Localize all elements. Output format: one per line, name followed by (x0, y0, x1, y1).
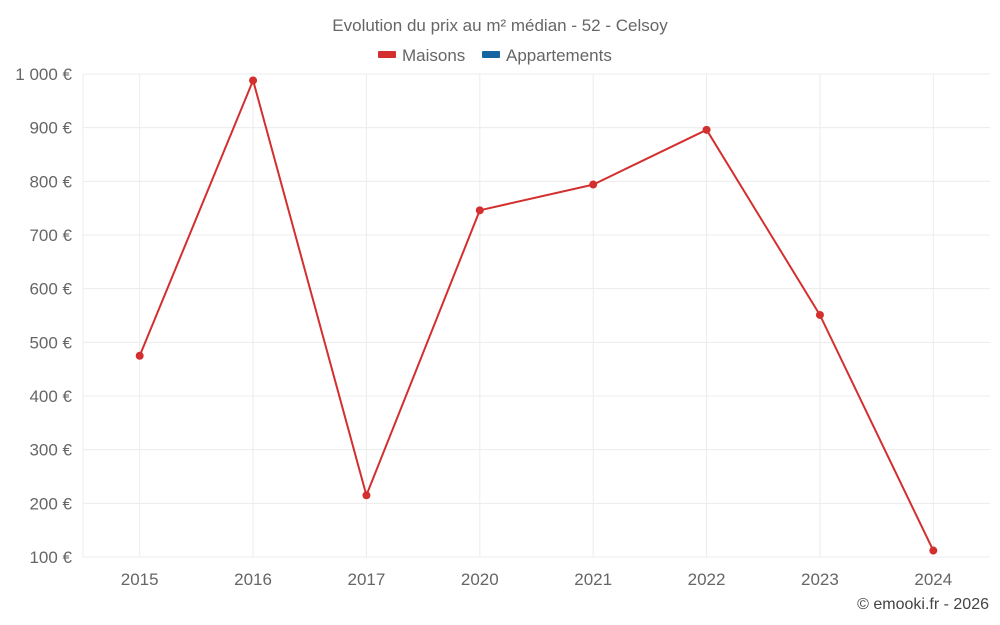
data-point-maisons[interactable] (362, 491, 371, 500)
credit-text: © emooki.fr - 2026 (857, 596, 989, 613)
y-tick-label: 100 € (29, 548, 72, 567)
series-line-maisons (138, 79, 935, 552)
x-tick-label: 2015 (121, 570, 159, 589)
y-tick-label: 600 € (29, 280, 72, 299)
grid (82, 73, 990, 558)
data-point-maisons[interactable] (815, 310, 824, 319)
legend-swatch-maisons (378, 51, 396, 58)
data-point-maisons[interactable] (135, 351, 144, 360)
x-tick-label: 2016 (234, 570, 272, 589)
x-tick-label: 2017 (348, 570, 386, 589)
legend-item-appartements[interactable]: Appartements (482, 46, 612, 65)
legend-label-maisons: Maisons (402, 46, 465, 65)
x-tick-label: 2021 (574, 570, 612, 589)
x-axis-ticks: 2015 2016 2017 2020 2021 2022 2023 2024 (121, 570, 952, 589)
x-tick-label: 2023 (801, 570, 839, 589)
x-tick-label: 2024 (914, 570, 952, 589)
legend-swatch-appartements (482, 51, 500, 58)
y-tick-label: 200 € (29, 494, 72, 513)
series-maisons (135, 76, 938, 555)
legend-item-maisons[interactable]: Maisons (378, 46, 465, 65)
data-point-maisons[interactable] (589, 180, 598, 189)
y-tick-label: 1 000 € (15, 65, 72, 84)
chart-title: Evolution du prix au m² médian - 52 - Ce… (332, 16, 668, 35)
legend: Maisons Appartements (378, 46, 612, 65)
data-point-maisons[interactable] (249, 76, 258, 85)
y-tick-label: 700 € (29, 226, 72, 245)
data-point-maisons[interactable] (929, 546, 938, 555)
data-point-maisons[interactable] (702, 125, 711, 134)
legend-label-appartements: Appartements (506, 46, 612, 65)
data-point-maisons[interactable] (475, 206, 484, 215)
x-tick-label: 2022 (688, 570, 726, 589)
x-tick-label: 2020 (461, 570, 499, 589)
y-axis-ticks: 100 € 200 € 300 € 400 € 500 € 600 € 700 € 800 €… (15, 65, 72, 567)
y-tick-label: 300 € (29, 441, 72, 460)
y-tick-label: 400 € (29, 387, 72, 406)
y-tick-label: 500 € (29, 333, 72, 352)
y-tick-label: 800 € (29, 172, 72, 191)
y-tick-label: 900 € (29, 119, 72, 138)
